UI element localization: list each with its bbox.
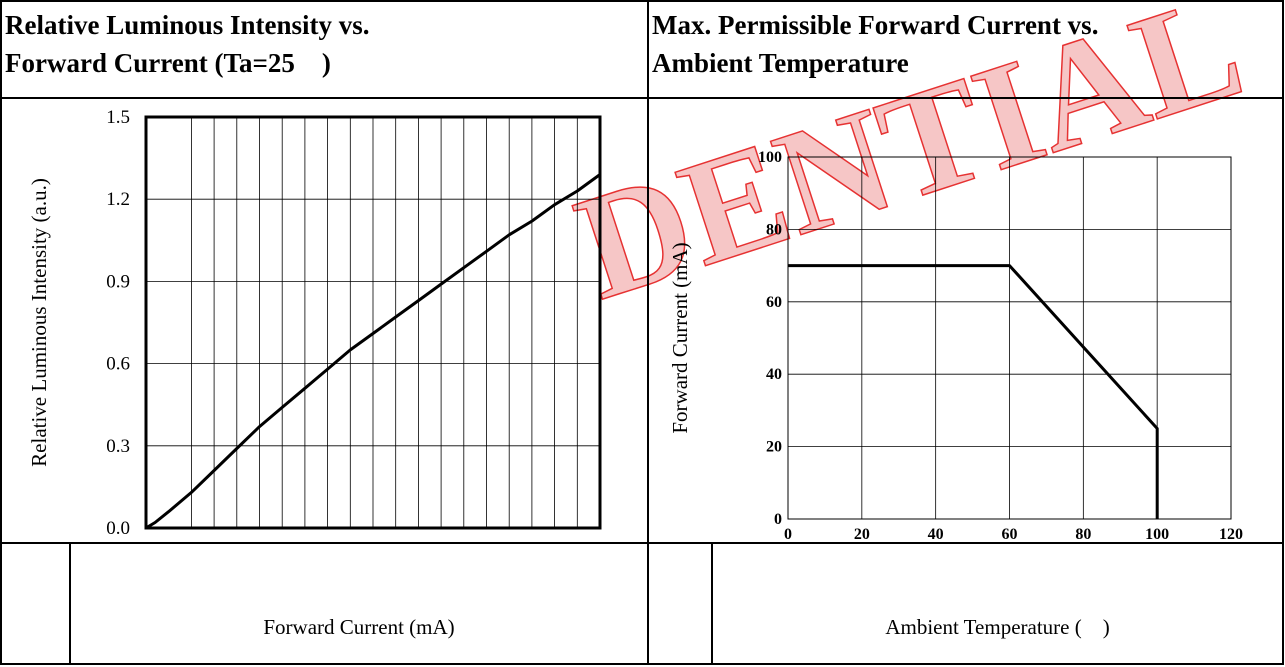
luminous-intensity-chart: 01020304050607080901000.00.30.60.91.21.5… (27, 107, 602, 539)
right-xlabel-cell: Ambient Temperature ( ) (711, 542, 1285, 665)
x-tick-label: 120 (1219, 526, 1243, 542)
plot-frame (144, 115, 602, 530)
y-tick-label: 1.2 (106, 189, 130, 210)
left-chart-title-line2: Forward Current (Ta=25 ) (5, 48, 331, 78)
right-title-cell: Max. Permissible Forward Current vs. Amb… (647, 0, 1285, 99)
left-chart-title-line1: Relative Luminous Intensity vs. (5, 10, 370, 40)
y-tick-label: 100 (758, 149, 782, 166)
data-series-line (788, 264, 1159, 519)
y-axis-label: Relative Luminous Intensity (a.u.) (27, 178, 51, 467)
y-tick-label: 40 (766, 366, 782, 383)
x-tick-label: 0 (784, 526, 792, 542)
right-x-axis-label: Ambient Temperature ( ) (885, 615, 1110, 639)
y-axis-label: Forward Current (mA) (668, 242, 692, 433)
y-tick-label: 0.9 (106, 271, 130, 292)
y-tick-label: 1.5 (106, 107, 130, 128)
y-tick-label: 60 (766, 294, 782, 311)
left-title-cell: Relative Luminous Intensity vs. Forward … (0, 0, 650, 99)
left-chart-cell: 01020304050607080901000.00.30.60.91.21.5… (0, 97, 650, 544)
plot-frame (787, 156, 1232, 520)
right-chart-cell: 0 20 40 60 80 100 120 0 20 40 60 80 100 Forward Curre… (647, 97, 1285, 544)
y-tick-label: 0.0 (106, 518, 130, 539)
y-tick-label: 0.3 (106, 436, 130, 457)
left-xlabel-cell: Forward Current (mA) (68, 542, 650, 665)
y-tick-label: 80 (766, 221, 782, 238)
x-tick-label: 60 (1002, 526, 1018, 542)
right-chart-title-line1: Max. Permissible Forward Current vs. (652, 10, 1099, 40)
x-tick-label: 100 (1145, 526, 1169, 542)
y-tick-label: 0 (774, 511, 782, 528)
data-series-line (145, 173, 601, 530)
x-tick-label: 20 (854, 526, 870, 542)
x-tick-label: 40 (928, 526, 944, 542)
left-label-spacer (0, 542, 71, 665)
forward-current-chart: 0 20 40 60 80 100 120 0 20 40 60 80 100 Forward Curre… (668, 149, 1243, 542)
right-label-spacer (647, 542, 714, 665)
x-tick-label: 80 (1075, 526, 1091, 542)
y-tick-label: 20 (766, 439, 782, 456)
left-x-axis-label: Forward Current (mA) (263, 615, 455, 639)
y-tick-label: 0.6 (106, 354, 130, 375)
right-chart-title-line2: Ambient Temperature (652, 48, 909, 78)
